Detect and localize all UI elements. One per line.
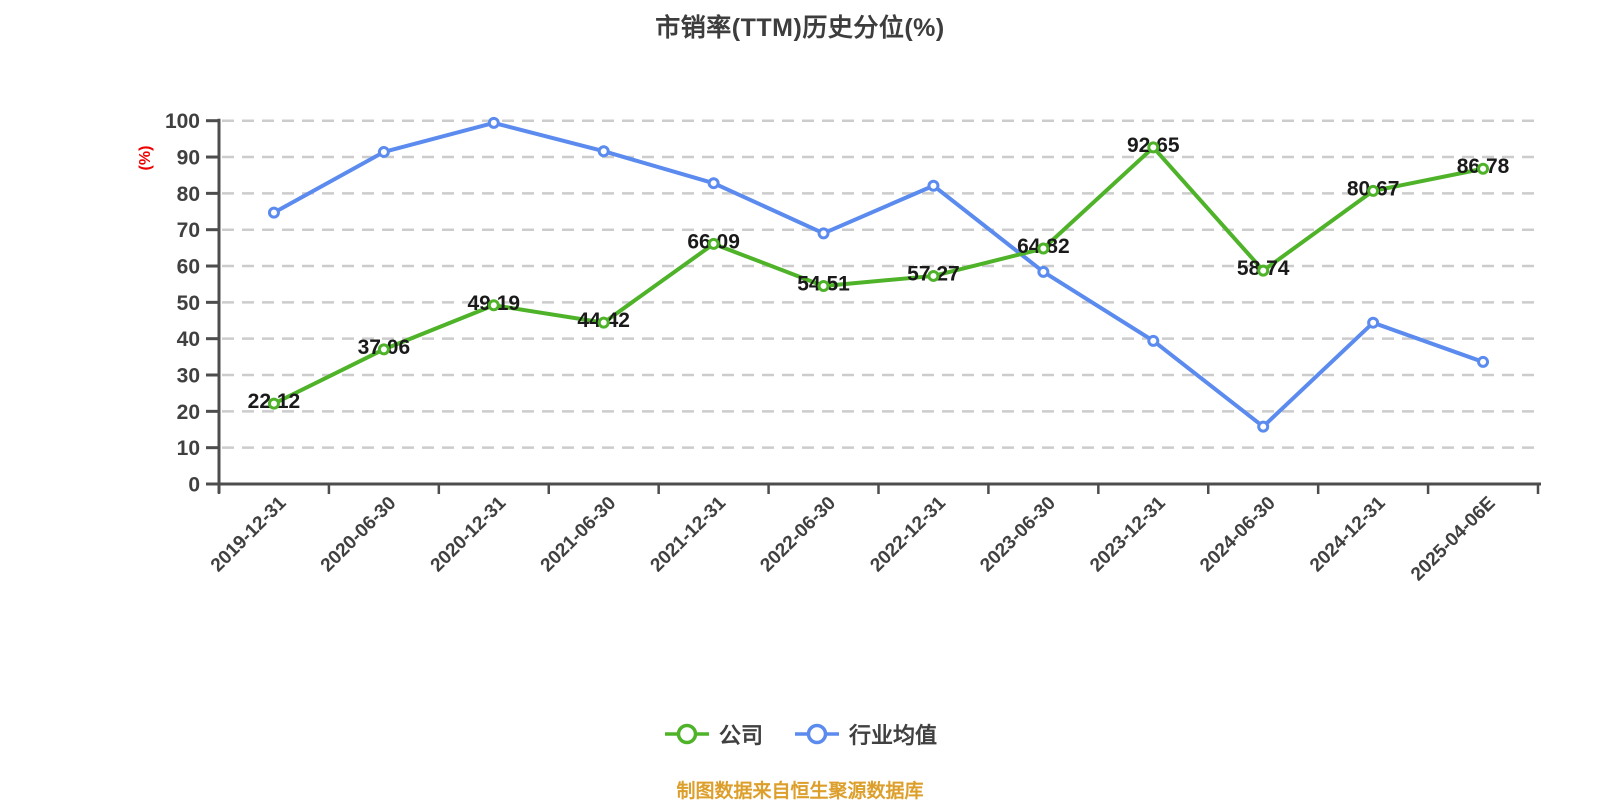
svg-text:0: 0: [188, 474, 200, 497]
svg-text:100: 100: [165, 110, 200, 133]
data-point-公司-2[interactable]: [487, 299, 500, 312]
svg-text:90: 90: [177, 147, 200, 170]
svg-text:2025-04-06E: 2025-04-06E: [1407, 493, 1500, 586]
svg-text:50: 50: [177, 292, 200, 315]
data-point-行业均值-5[interactable]: [817, 227, 830, 240]
svg-text:2023-12-31: 2023-12-31: [1086, 492, 1170, 576]
series-行业均值: [267, 116, 1490, 433]
legend-item-industry[interactable]: 行业均值: [793, 718, 937, 750]
svg-text:40: 40: [177, 328, 200, 351]
svg-text:2020-06-30: 2020-06-30: [317, 493, 401, 577]
axes: [217, 118, 1541, 494]
plot-area: 0 10 20 30 40 50 60 70 80 90 100 (%) 2019-12-31 2020-…: [137, 110, 1541, 585]
data-point-公司-5[interactable]: [817, 279, 830, 292]
legend-label-industry: 行业均值: [849, 723, 938, 748]
data-point-公司-1[interactable]: [377, 343, 390, 356]
data-point-行业均值-9[interactable]: [1257, 420, 1270, 433]
svg-text:2024-06-30: 2024-06-30: [1196, 493, 1280, 577]
data-point-行业均值-3[interactable]: [597, 145, 610, 158]
data-source-note: 制图数据来自恒生聚源数据库: [676, 781, 924, 800]
svg-text:70: 70: [177, 219, 200, 242]
legend: 公司 行业均值: [0, 718, 1600, 750]
x-axis-labels: 2019-12-31 2020-06-30 2020-12-31 2021-06-30…: [207, 492, 1500, 585]
data-point-公司-8[interactable]: [1147, 141, 1160, 154]
legend-label-company: 公司: [718, 723, 763, 748]
line-marker-icon: [664, 723, 709, 745]
data-point-公司-9[interactable]: [1257, 264, 1270, 277]
data-point-行业均值-4[interactable]: [707, 177, 720, 190]
data-point-行业均值-6[interactable]: [927, 179, 940, 192]
svg-text:2021-06-30: 2021-06-30: [537, 493, 621, 577]
data-point-公司-3[interactable]: [597, 316, 610, 329]
svg-text:2022-06-30: 2022-06-30: [756, 493, 840, 577]
svg-text:2022-12-31: 2022-12-31: [866, 492, 950, 576]
data-point-公司-4[interactable]: [707, 237, 720, 250]
line-marker-icon: [795, 723, 839, 745]
series-公司: 22.1237.0649.1944.4266.0954.5157.2764.82…: [248, 134, 1510, 413]
svg-text:30: 30: [177, 365, 200, 388]
data-point-公司-11[interactable]: [1477, 162, 1490, 175]
svg-text:2020-12-31: 2020-12-31: [427, 492, 511, 576]
data-point-公司-0[interactable]: [267, 397, 280, 410]
svg-text:2024-12-31: 2024-12-31: [1306, 492, 1390, 576]
data-point-行业均值-7[interactable]: [1037, 265, 1050, 278]
data-point-公司-10[interactable]: [1367, 184, 1380, 197]
chart-title: 市销率(TTM)历史分位(%): [655, 14, 945, 42]
data-point-行业均值-1[interactable]: [377, 145, 390, 158]
legend-item-company[interactable]: 公司: [663, 718, 763, 750]
svg-text:2023-06-30: 2023-06-30: [976, 493, 1060, 577]
y-axis-labels: 0 10 20 30 40 50 60 70 80 90 100: [165, 110, 219, 497]
svg-text:20: 20: [177, 401, 200, 424]
data-point-行业均值-0[interactable]: [267, 206, 280, 219]
y-axis-unit-label: (%): [137, 146, 154, 171]
data-point-公司-6[interactable]: [927, 269, 940, 282]
data-point-公司-7[interactable]: [1037, 242, 1050, 255]
data-point-行业均值-10[interactable]: [1367, 316, 1380, 329]
svg-text:10: 10: [177, 437, 200, 460]
svg-text:2021-12-31: 2021-12-31: [647, 492, 731, 576]
svg-text:60: 60: [177, 256, 200, 279]
data-point-行业均值-11[interactable]: [1477, 355, 1490, 368]
data-point-行业均值-2[interactable]: [487, 116, 500, 129]
svg-text:80: 80: [177, 183, 200, 206]
data-point-行业均值-8[interactable]: [1147, 334, 1160, 347]
y-gridlines: [222, 119, 1538, 449]
svg-text:2019-12-31: 2019-12-31: [207, 492, 291, 576]
